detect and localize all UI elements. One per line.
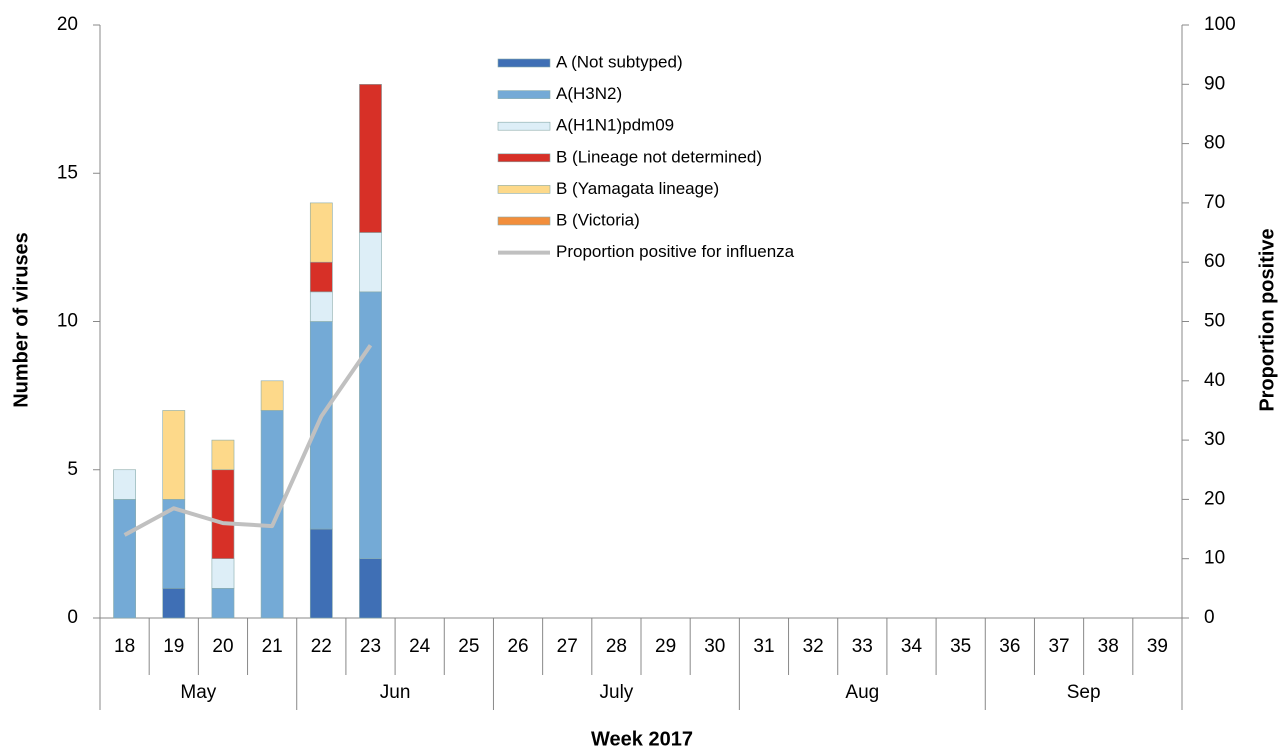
x-tick-label: 30 <box>704 636 725 657</box>
x-tick-label: 36 <box>999 636 1020 657</box>
x-tick-label: 18 <box>114 636 135 657</box>
bar <box>309 261 333 293</box>
y2-tick-label: 20 <box>1204 488 1225 509</box>
bar <box>113 499 136 619</box>
y-tick-label: 10 <box>57 311 78 332</box>
x-tick-label: 31 <box>753 636 774 657</box>
y-tick-label: 20 <box>57 14 78 35</box>
bar <box>359 291 382 560</box>
legend-label: B (Victoria) <box>556 210 640 229</box>
line <box>123 344 373 537</box>
x-axis-title: Week 2017 <box>591 728 693 750</box>
x-tick-label: 22 <box>311 636 332 657</box>
legend-label: A(H3N2) <box>556 84 622 103</box>
legend-swatch <box>497 216 551 226</box>
y2-tick-label: 100 <box>1204 14 1236 35</box>
bar <box>309 321 333 530</box>
bar <box>359 558 382 619</box>
y2-tick-label: 80 <box>1204 133 1225 154</box>
bar <box>260 380 284 411</box>
x-tick-label: 25 <box>458 636 479 657</box>
x-tick-label: 39 <box>1147 636 1168 657</box>
legend-label: B (Lineage not determined) <box>556 147 762 166</box>
y2-tick-label: 70 <box>1204 192 1225 213</box>
x-tick-label: 26 <box>507 636 528 657</box>
y2-tick-label: 50 <box>1204 311 1225 332</box>
legend-label: A (Not subtyped) <box>556 52 683 71</box>
y-tick-label: 5 <box>67 459 78 480</box>
group-label: Jun <box>380 682 411 703</box>
x-tick-label: 28 <box>606 636 627 657</box>
group-label: July <box>600 682 634 703</box>
bar <box>162 588 186 619</box>
legend-swatch <box>497 90 551 99</box>
x-tick-label: 33 <box>852 636 873 657</box>
group-label: Sep <box>1067 682 1101 703</box>
y-tick-label: 15 <box>57 162 78 183</box>
x-tick-label: 27 <box>557 636 578 657</box>
x-tick-label: 24 <box>409 636 431 657</box>
y-axis-title: Number of viruses <box>10 232 32 408</box>
legend-label: A(H1N1)pdm09 <box>556 116 674 135</box>
x-tick-label: 34 <box>901 636 923 657</box>
x-tick-label: 21 <box>262 636 283 657</box>
y2-tick-label: 0 <box>1204 607 1215 628</box>
bar <box>211 558 235 589</box>
group-label: Aug <box>845 682 879 703</box>
bar <box>211 588 235 619</box>
bar <box>359 232 382 293</box>
bar <box>211 469 235 559</box>
bar <box>113 469 136 500</box>
bar <box>211 439 235 471</box>
y2-tick-label: 40 <box>1204 370 1225 391</box>
y2-tick-label: 30 <box>1204 429 1225 450</box>
legend-label: Proportion positive for influenza <box>556 242 795 261</box>
x-tick-label: 19 <box>163 636 184 657</box>
legend-swatch <box>497 58 551 68</box>
bar <box>162 410 186 500</box>
y2-tick-label: 90 <box>1204 73 1225 94</box>
bar <box>309 291 333 322</box>
x-tick-label: 23 <box>360 636 381 657</box>
bar <box>359 84 382 233</box>
bar <box>309 528 333 619</box>
x-tick-label: 38 <box>1098 636 1119 657</box>
legend-label: B (Yamagata lineage) <box>556 179 719 198</box>
y2-axis-title: Proportion positive <box>1256 228 1278 411</box>
legend-swatch <box>497 121 551 131</box>
legend-swatch <box>497 153 551 163</box>
x-tick-label: 29 <box>655 636 676 657</box>
x-tick-label: 20 <box>212 636 233 657</box>
y2-tick-label: 60 <box>1204 251 1225 272</box>
x-tick-label: 35 <box>950 636 971 657</box>
group-label: May <box>180 682 216 703</box>
y-tick-label: 0 <box>67 607 78 628</box>
x-tick-label: 32 <box>803 636 824 657</box>
bar <box>309 202 333 263</box>
y2-tick-label: 10 <box>1204 548 1225 569</box>
legend-swatch <box>497 185 551 194</box>
x-tick-label: 37 <box>1048 636 1069 657</box>
bar <box>260 410 284 619</box>
